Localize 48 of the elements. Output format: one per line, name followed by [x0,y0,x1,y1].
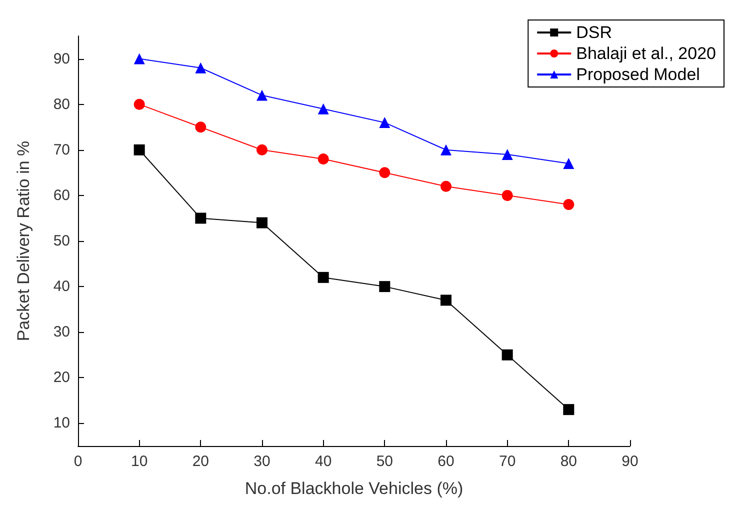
point [440,180,452,192]
point [318,272,329,283]
point [563,158,574,170]
point [195,62,206,74]
y-tick-label: 30 [53,324,70,341]
point [440,144,452,156]
x-tick-label: 0 [74,453,82,470]
x-tick-label: 50 [376,453,394,470]
point [134,98,145,110]
x-tick-label: 90 [622,453,638,470]
point [195,212,206,224]
legend-label: DSR [576,23,612,42]
x-tick-label: 60 [438,453,454,470]
point [502,349,513,360]
point [379,167,390,178]
x-tick-label: 30 [254,453,270,470]
point [134,53,145,64]
y-tick-label: 80 [53,96,70,113]
point [134,144,145,156]
point [379,281,390,292]
point [318,103,329,114]
y-tick-label: 70 [53,141,70,158]
x-axis-title: No.of Blackhole Vehicles (%) [244,479,464,498]
y-tick-label: 90 [53,50,70,68]
x-tick-label: 40 [314,453,332,470]
point [195,122,206,133]
point [256,144,268,156]
point [256,217,268,228]
legend-label: Proposed Model [576,65,700,84]
y-tick-label: 20 [53,369,70,386]
point [440,294,452,306]
x-tick-label: 20 [192,453,210,470]
point [318,154,329,164]
point [379,117,390,128]
y-tick-label: 40 [53,278,70,296]
legend-label: Bhalaji et al., 2020 [576,44,716,63]
x-tick-label: 10 [130,453,148,470]
point [502,148,513,160]
point [563,199,574,210]
y-tick-label: 60 [53,186,70,204]
y-axis-title: Packet Delivery Ratio in % [14,140,33,342]
x-tick-label: 70 [498,453,516,470]
y-tick-label: 50 [53,232,70,250]
y-tick-label: 10 [53,414,70,432]
x-tick-label: 80 [560,453,578,470]
point [563,404,574,416]
point [256,90,268,101]
point [502,190,513,201]
